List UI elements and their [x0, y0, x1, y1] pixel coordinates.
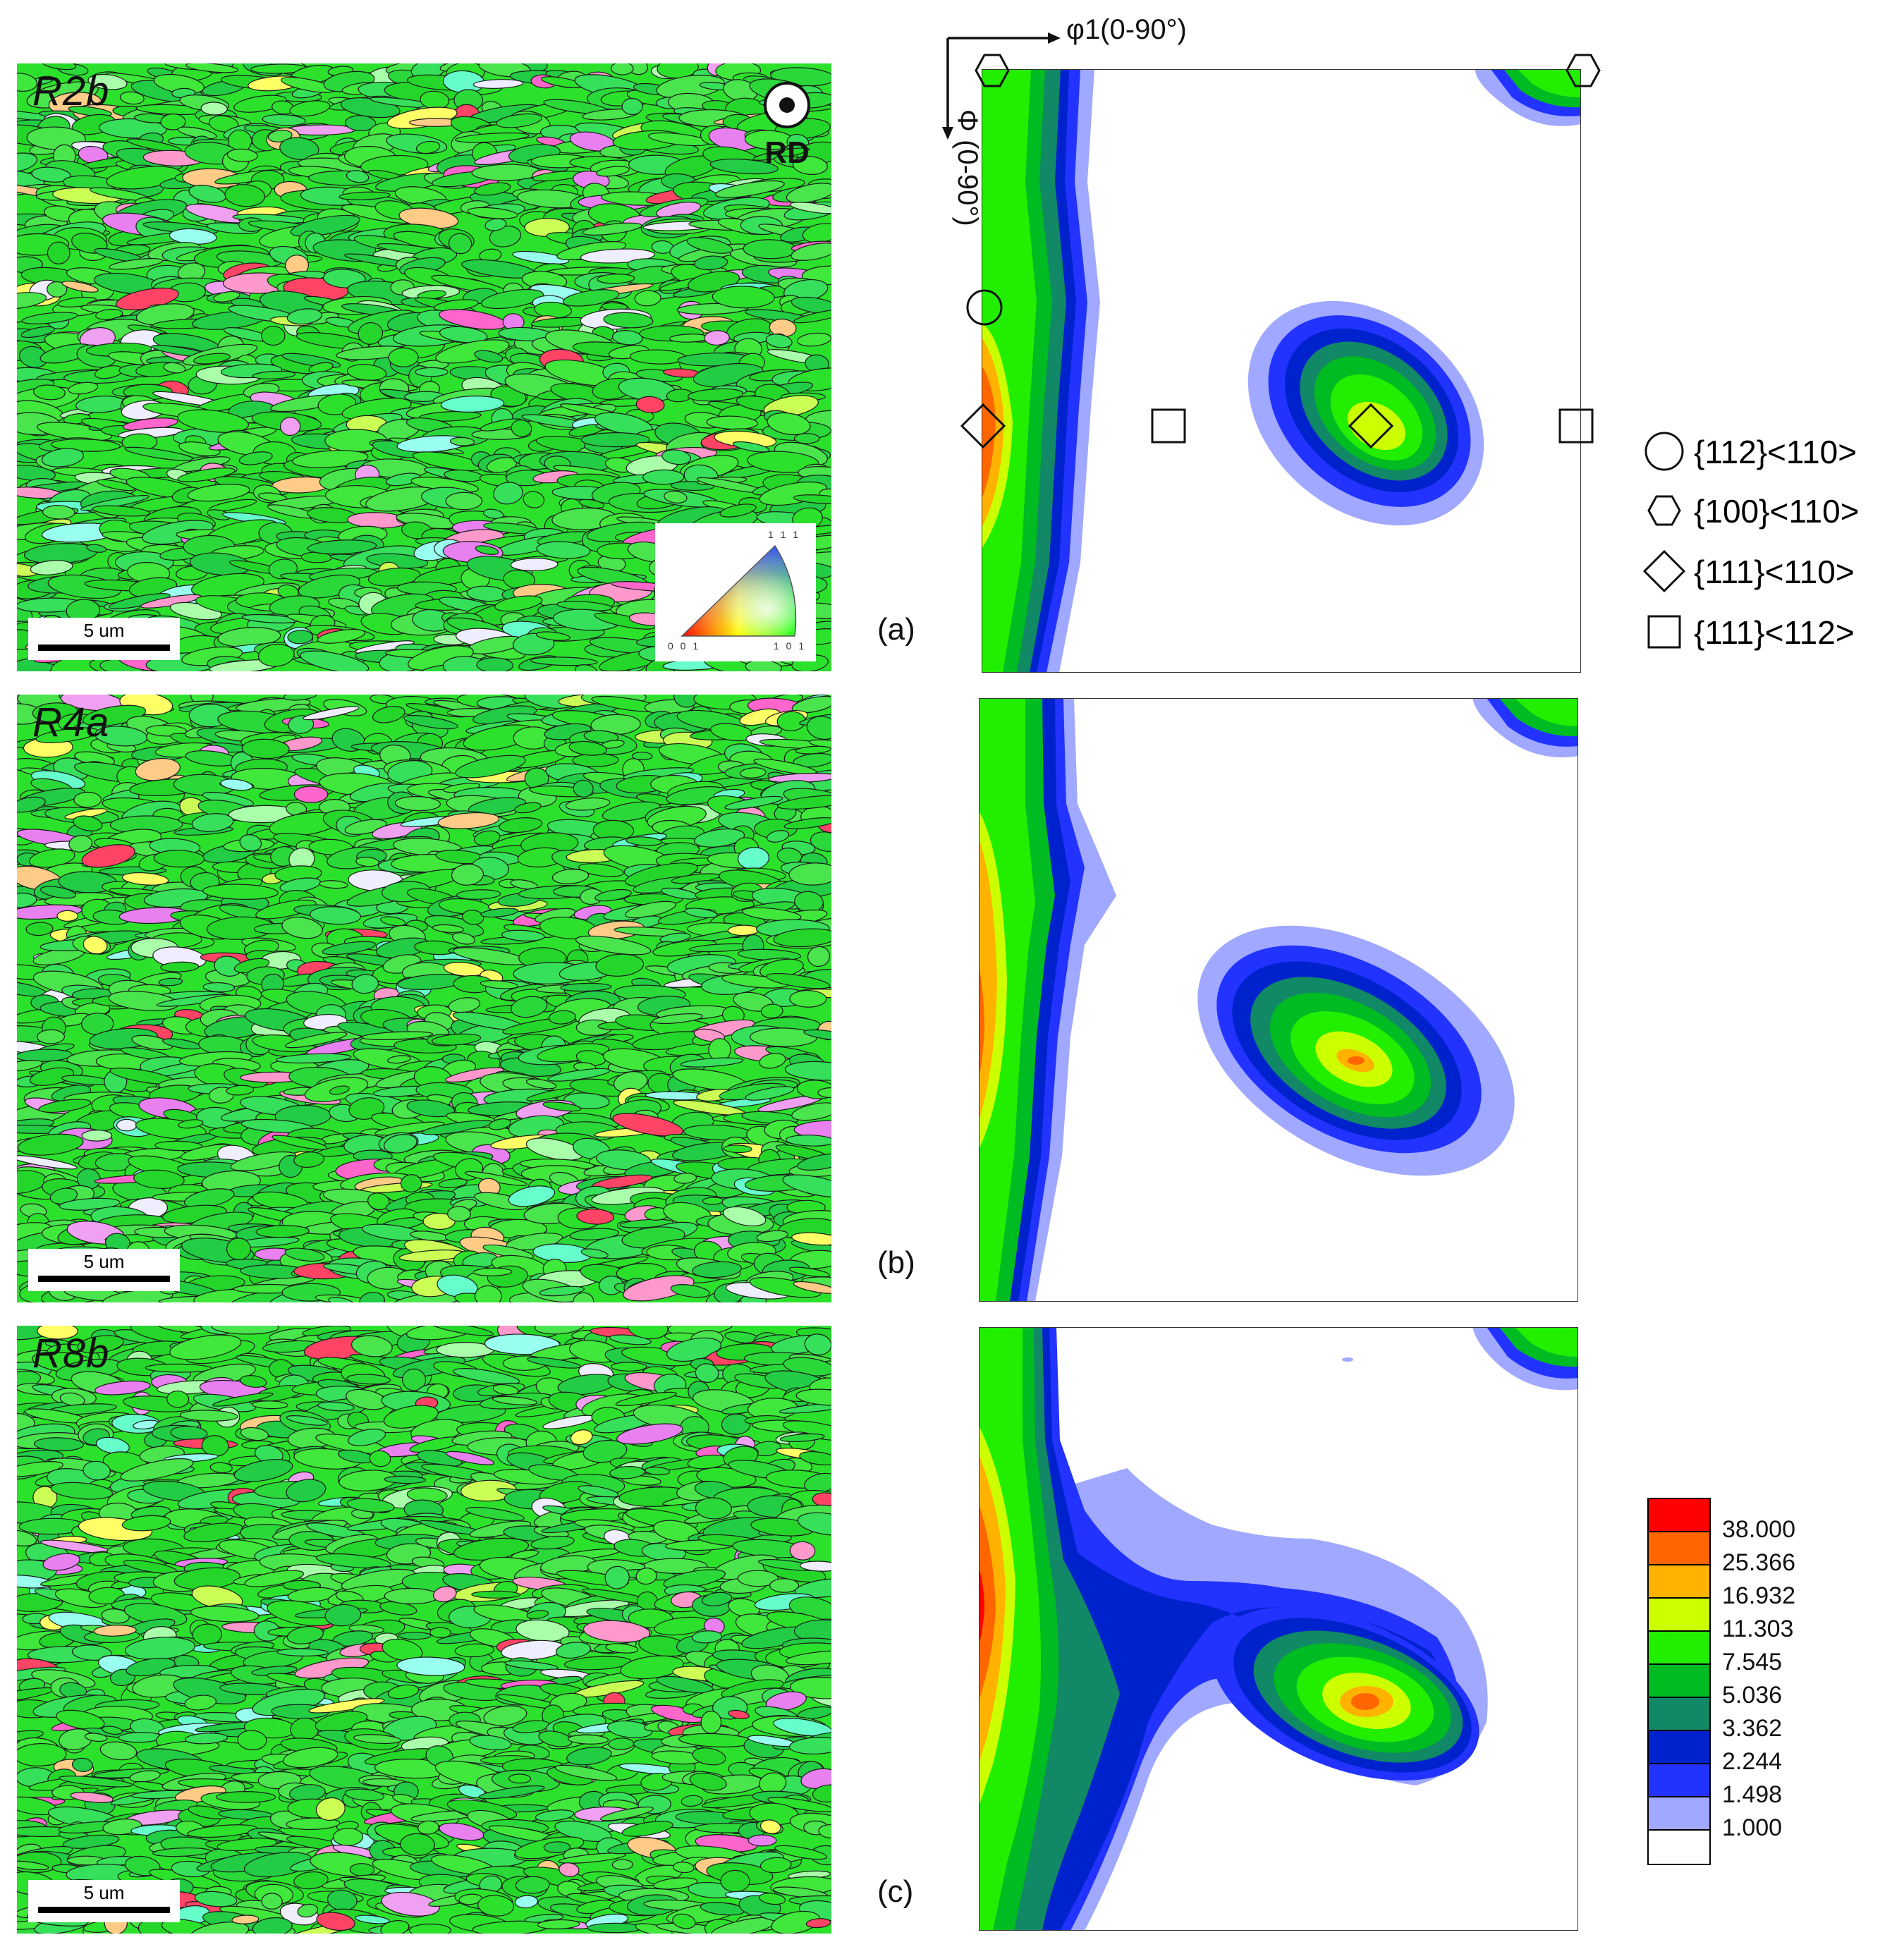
odf-axis-arrows: [942, 32, 1061, 140]
odf-contour-map: [982, 69, 1581, 673]
hexagon-icon: [1647, 495, 1681, 526]
colorbar-level-label: 2.244: [1722, 1748, 1783, 1775]
ebsd-map-r8b: R8b 5 um: [17, 1326, 831, 1934]
scale-bar-label: 5 um: [83, 620, 125, 641]
odf-colorbar: [1647, 1498, 1711, 1865]
scale-bar-line: [38, 645, 170, 651]
rd-indicator: RD: [762, 80, 812, 170]
square-icon: [1647, 615, 1681, 649]
ebsd-microstructure: [17, 695, 831, 1302]
colorbar-cell: [1647, 1829, 1711, 1865]
legend-label: {112}<110>: [1694, 434, 1857, 470]
arrow-right-icon: [1048, 32, 1061, 44]
legend-label: {111}<110>: [1694, 554, 1855, 590]
ebsd-map-r4a: R4a 5 um: [17, 695, 831, 1302]
panel-tag-b: (b): [877, 1245, 915, 1280]
colorbar-cell: [1647, 1531, 1711, 1567]
colorbar-level-label: 11.303: [1722, 1616, 1794, 1642]
colorbar-level-label: 5.036: [1722, 1682, 1783, 1709]
ipf-triangle-icon: [681, 544, 797, 637]
sample-label: R8b: [32, 1331, 110, 1376]
colorbar-level-label: 25.366: [1722, 1549, 1795, 1576]
ipf-label-001: 0 0 1: [668, 640, 701, 652]
odf-panel-b: [979, 698, 1578, 1302]
colorbar-level-label: 38.000: [1722, 1516, 1795, 1543]
panel-tag-c: (c): [877, 1874, 914, 1909]
scale-bar-label: 5 um: [83, 1882, 125, 1903]
legend-label: {111}<112>: [1694, 614, 1855, 651]
scale-bar-label: 5 um: [83, 1251, 125, 1272]
panel-tag-a: (a): [877, 612, 915, 647]
scale-bar: 5 um: [28, 618, 180, 660]
scale-bar-line: [38, 1907, 170, 1913]
colorbar-cell: [1647, 1663, 1711, 1699]
ebsd-microstructure: [17, 1326, 831, 1934]
colorbar-level-label: 16.932: [1722, 1582, 1795, 1609]
scale-bar-line: [38, 1276, 170, 1282]
odf-contour-map: [979, 698, 1578, 1302]
colorbar-level-label: 1.000: [1722, 1814, 1783, 1841]
phi1-axis-label: φ1(0-90°): [1066, 14, 1187, 45]
odf-panel-a: [982, 69, 1581, 673]
odf-panel-c: [979, 1327, 1578, 1931]
circle-icon: [1644, 432, 1684, 471]
ipf-label-101: 1 0 1: [774, 640, 807, 652]
scale-bar: 5 um: [28, 1880, 180, 1922]
odf-contour-map: [979, 1327, 1578, 1931]
colorbar-level-label: 7.545: [1722, 1649, 1783, 1675]
colorbar-cell: [1647, 1697, 1711, 1733]
sample-label: R4a: [32, 700, 110, 745]
legend-label: {100}<110>: [1694, 493, 1860, 530]
out-of-plane-dot-icon: [764, 82, 810, 128]
scale-bar: 5 um: [28, 1249, 180, 1291]
ipf-label-111: 1 1 1: [768, 529, 801, 540]
sample-label: R2b: [32, 68, 110, 114]
colorbar-level-label: 1.498: [1722, 1781, 1783, 1808]
colorbar-cell: [1647, 1597, 1711, 1633]
rd-label: RD: [764, 135, 810, 170]
ebsd-map-r2b: R2b RD 1 1 1 0 0: [17, 63, 831, 671]
arrow-down-icon: [942, 127, 953, 140]
colorbar-cell: [1647, 1630, 1711, 1666]
colorbar-cell: [1647, 1498, 1711, 1534]
diamond-icon: [1643, 550, 1685, 592]
ipf-color-key: 1 1 1 0 0 1 1 0 1: [655, 523, 816, 661]
colorbar-cell: [1647, 1564, 1711, 1600]
colorbar-level-label: 3.362: [1722, 1715, 1783, 1742]
colorbar-cell: [1647, 1730, 1711, 1766]
colorbar-cell: [1647, 1763, 1711, 1799]
colorbar-cell: [1647, 1796, 1711, 1832]
Phi-axis-label: Φ (0-90°): [952, 109, 983, 226]
